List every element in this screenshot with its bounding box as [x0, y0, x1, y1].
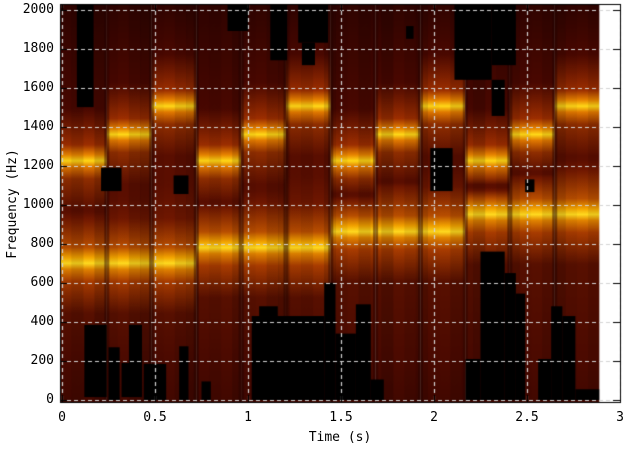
x-tick-label: 0 — [58, 410, 66, 425]
y-tick-label: 800 — [30, 236, 54, 251]
x-tick-label: 2 — [430, 410, 438, 425]
y-tick-label: 1200 — [22, 158, 54, 173]
y-tick-label: 1400 — [22, 119, 54, 134]
x-tick-label: 0.5 — [143, 410, 167, 425]
y-tick-label: 600 — [30, 275, 54, 290]
y-tick-label: 200 — [30, 353, 54, 368]
x-tick-label: 1.5 — [329, 410, 353, 425]
x-axis-title: Time (s) — [308, 430, 372, 445]
y-tick-label: 1600 — [22, 80, 54, 95]
y-tick-label: 2000 — [22, 2, 54, 17]
y-tick-label: 0 — [46, 392, 54, 407]
x-tick-label: 2.5 — [515, 410, 539, 425]
x-tick-label: 1 — [244, 410, 252, 425]
y-tick-label: 1800 — [22, 41, 54, 56]
x-tick-label: 3 — [616, 410, 624, 425]
y-tick-label: 1000 — [22, 197, 54, 212]
y-tick-label: 400 — [30, 314, 54, 329]
